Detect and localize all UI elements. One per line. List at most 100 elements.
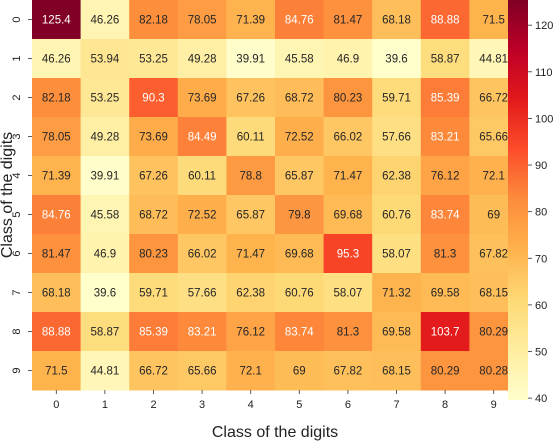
heatmap-cell-0-4 bbox=[226, 0, 276, 40]
heatmap-cell-3-1 bbox=[80, 117, 130, 157]
cell-value-1-4: 39.91 bbox=[236, 54, 265, 66]
cell-value-8-6: 81.3 bbox=[337, 327, 359, 339]
heatmap-cell-1-8 bbox=[420, 39, 470, 79]
heatmap-cell-7-5 bbox=[275, 273, 325, 313]
heatmap-cell-8-3 bbox=[177, 312, 227, 352]
cell-value-7-7: 71.32 bbox=[382, 288, 411, 300]
cell-value-9-5: 69 bbox=[293, 366, 306, 378]
heatmap-cell-2-3 bbox=[177, 78, 227, 118]
cell-value-3-4: 60.11 bbox=[237, 132, 265, 144]
cell-value-6-8: 81.3 bbox=[434, 249, 456, 261]
cell-value-8-3: 83.21 bbox=[188, 327, 217, 339]
cell-value-2-4: 67.26 bbox=[236, 93, 265, 105]
heatmap-cell-8-7 bbox=[372, 312, 422, 352]
heatmap-cell-8-6 bbox=[323, 312, 373, 352]
colorbar-tick-label-110: 110 bbox=[535, 67, 553, 79]
heatmap-cell-4-5 bbox=[275, 156, 325, 196]
cell-value-7-0: 68.18 bbox=[42, 288, 71, 300]
heatmap-cell-0-3 bbox=[177, 0, 227, 40]
heatmap-cell-7-7 bbox=[372, 273, 422, 313]
cell-value-1-7: 39.6 bbox=[385, 54, 407, 66]
cell-value-7-2: 59.71 bbox=[139, 288, 168, 300]
heatmap-cell-6-1 bbox=[80, 234, 130, 274]
heatmap-cell-2-1 bbox=[80, 78, 130, 118]
x-tick-label-9: 9 bbox=[491, 399, 497, 411]
cell-value-3-3: 84.49 bbox=[188, 132, 217, 144]
cell-value-3-2: 73.69 bbox=[139, 132, 168, 144]
heatmap-cell-4-4 bbox=[226, 156, 276, 196]
cell-value-8-5: 83.74 bbox=[285, 327, 314, 339]
colorbar-tick-label-50: 50 bbox=[535, 347, 547, 359]
heatmap-cells: 125.4 46.26 82.18 78.05 71.39 84.76 81.47 68.18… bbox=[32, 0, 519, 391]
heatmap-cell-9-6 bbox=[323, 351, 373, 391]
heatmap-cell-5-3 bbox=[177, 195, 227, 235]
cell-value-8-0: 88.88 bbox=[42, 327, 71, 339]
heatmap-cell-2-7 bbox=[372, 78, 422, 118]
y-axis-ticks: 0 1 2 3 4 5 6 7 8 9 bbox=[11, 16, 32, 374]
colorbar bbox=[508, 0, 528, 400]
cell-value-4-4: 78.8 bbox=[240, 171, 262, 183]
cell-value-1-9: 44.81 bbox=[479, 54, 508, 66]
cell-value-1-0: 46.26 bbox=[42, 54, 71, 66]
y-tick-label-8: 8 bbox=[11, 328, 23, 334]
cell-value-6-5: 69.68 bbox=[285, 249, 314, 261]
cell-value-7-6: 58.07 bbox=[334, 288, 363, 300]
heatmap-cell-2-5 bbox=[275, 78, 325, 118]
heatmap-cell-3-0 bbox=[32, 117, 82, 157]
cell-value-2-9: 66.72 bbox=[479, 93, 508, 105]
colorbar-tick-label-60: 60 bbox=[535, 300, 547, 312]
cell-value-6-1: 46.9 bbox=[94, 249, 116, 261]
cell-value-8-1: 58.87 bbox=[91, 327, 120, 339]
heatmap-cell-1-0 bbox=[32, 39, 82, 79]
x-tick-label-2: 2 bbox=[150, 399, 156, 411]
cell-value-4-6: 71.47 bbox=[334, 171, 363, 183]
heatmap-cell-9-4 bbox=[226, 351, 276, 391]
heatmap-cell-7-1 bbox=[80, 273, 130, 313]
cell-value-1-5: 45.58 bbox=[285, 54, 314, 66]
cell-value-6-0: 81.47 bbox=[42, 249, 71, 261]
heatmap-cell-1-4 bbox=[226, 39, 276, 79]
heatmap-cell-0-6 bbox=[323, 0, 373, 40]
heatmap-cell-3-6 bbox=[323, 117, 373, 157]
heatmap-cell-8-1 bbox=[80, 312, 130, 352]
heatmap-cell-4-6 bbox=[323, 156, 373, 196]
cell-value-9-9: 80.28 bbox=[479, 366, 508, 378]
cell-value-9-6: 67.82 bbox=[334, 366, 363, 378]
heatmap-cell-2-2 bbox=[129, 78, 179, 118]
heatmap-cell-1-1 bbox=[80, 39, 130, 79]
heatmap-cell-7-6 bbox=[323, 273, 373, 313]
cell-value-9-8: 80.29 bbox=[431, 366, 460, 378]
x-axis-label: Class of the digits bbox=[212, 424, 338, 441]
heatmap-cell-3-7 bbox=[372, 117, 422, 157]
cell-value-7-5: 60.76 bbox=[285, 288, 314, 300]
cell-value-3-5: 72.52 bbox=[285, 132, 314, 144]
heatmap-cell-9-0 bbox=[32, 351, 82, 391]
cell-value-5-6: 69.68 bbox=[334, 210, 363, 222]
x-axis-ticks: 0 1 2 3 4 5 6 7 8 9 bbox=[53, 390, 497, 411]
heatmap-cell-4-2 bbox=[129, 156, 179, 196]
heatmap-cell-7-0 bbox=[32, 273, 82, 313]
cell-value-8-2: 85.39 bbox=[139, 327, 168, 339]
cell-value-0-6: 81.47 bbox=[334, 15, 363, 27]
cell-value-5-7: 60.76 bbox=[382, 210, 411, 222]
heatmap-cell-6-2 bbox=[129, 234, 179, 274]
x-tick-label-6: 6 bbox=[345, 399, 351, 411]
cell-value-5-3: 72.52 bbox=[188, 210, 217, 222]
heatmap-cell-9-3 bbox=[177, 351, 227, 391]
y-tick-label-1: 1 bbox=[11, 55, 23, 61]
cell-value-4-0: 71.39 bbox=[42, 171, 71, 183]
cell-value-9-4: 72.1 bbox=[240, 366, 262, 378]
cell-value-6-3: 66.02 bbox=[188, 249, 217, 261]
y-tick-label-4: 4 bbox=[11, 172, 23, 178]
cell-value-0-0: 125.4 bbox=[42, 15, 71, 27]
cell-value-1-6: 46.9 bbox=[337, 54, 359, 66]
colorbar-tick-label-120: 120 bbox=[535, 20, 553, 32]
cell-value-2-0: 82.18 bbox=[42, 93, 71, 105]
cell-value-2-8: 85.39 bbox=[431, 93, 460, 105]
heatmap-cell-7-2 bbox=[129, 273, 179, 313]
y-tick-label-6: 6 bbox=[11, 250, 23, 256]
cell-value-2-1: 53.25 bbox=[91, 93, 120, 105]
heatmap-cell-6-0 bbox=[32, 234, 82, 274]
cell-value-5-8: 83.74 bbox=[431, 210, 460, 222]
cell-value-2-2: 90.3 bbox=[142, 93, 164, 105]
